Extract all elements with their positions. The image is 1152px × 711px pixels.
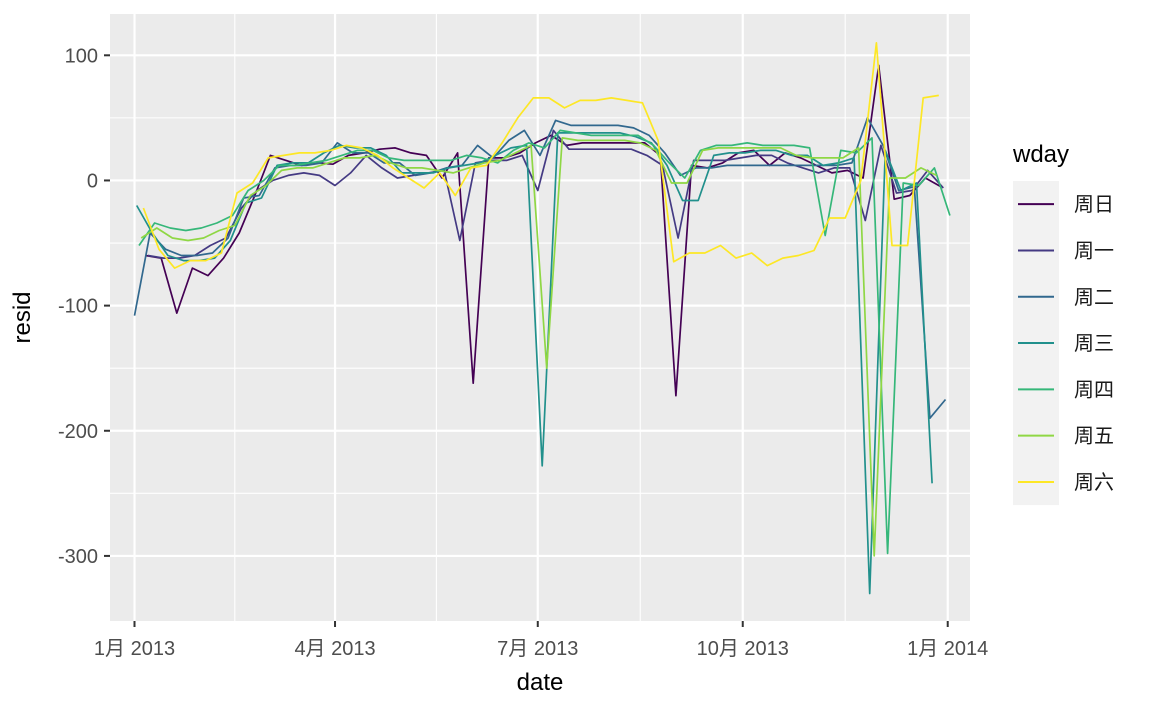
y-tick-label: 100 — [65, 45, 98, 67]
y-tick-label: -100 — [58, 296, 98, 318]
y-axis: -300 -200 -100 0 100 — [58, 45, 110, 568]
legend-label-2: 周二 — [1074, 285, 1114, 309]
x-tick-label: 1月 2013 — [94, 638, 175, 660]
y-tick-label: -300 — [58, 546, 98, 568]
y-tick-label: 0 — [87, 170, 98, 192]
minor-gridlines — [110, 14, 970, 621]
legend-title: wday — [1012, 141, 1069, 168]
series-lines — [133, 41, 951, 595]
legend-label-6: 周六 — [1074, 470, 1114, 494]
x-axis-title: date — [517, 669, 564, 696]
legend-label-0: 周日 — [1074, 192, 1114, 216]
series-line-5 — [140, 137, 937, 557]
series-line-0 — [145, 64, 942, 397]
x-tick-label: 4月 2013 — [294, 638, 375, 660]
x-tick-label: 1月 2014 — [907, 638, 988, 660]
x-tick-label: 10月 2013 — [697, 638, 789, 660]
legend-label-5: 周五 — [1074, 424, 1114, 448]
x-tick-label: 7月 2013 — [497, 638, 578, 660]
plot-panel — [110, 14, 970, 621]
series-line-4 — [138, 129, 951, 555]
y-tick-label: -200 — [58, 421, 98, 443]
x-axis: 1月 2013 4月 2013 7月 2013 10月 2013 1月 2014 — [94, 621, 988, 660]
series-line-1 — [147, 129, 944, 259]
series-line-6 — [142, 41, 939, 269]
legend-label-1: 周一 — [1074, 238, 1114, 262]
y-axis-title: resid — [9, 291, 36, 343]
series-line-2 — [133, 117, 947, 420]
legend-label-3: 周三 — [1074, 331, 1114, 355]
legend-label-4: 周四 — [1074, 377, 1114, 401]
